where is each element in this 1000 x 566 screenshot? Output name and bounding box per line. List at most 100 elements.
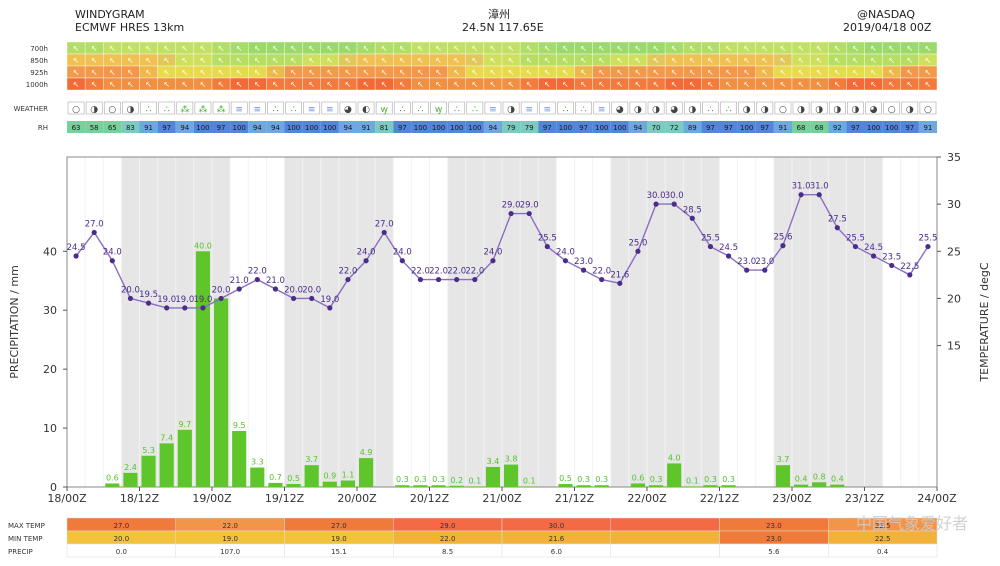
precip-bar-label: 9.5 xyxy=(233,421,246,430)
weather-cell xyxy=(629,101,647,115)
wind-barb-icon: ↖ xyxy=(562,56,569,65)
wind-level-label: 850h xyxy=(30,57,48,65)
weather-cell xyxy=(67,101,85,115)
temp-label: 25.5 xyxy=(538,234,557,244)
temp-label: 23.0 xyxy=(755,257,774,267)
rh-cell xyxy=(357,121,376,133)
rh-value: 100 xyxy=(595,124,608,132)
wind-barb-icon: ↖ xyxy=(435,44,442,53)
weather-icon: ∴ xyxy=(708,105,714,115)
weather-icon: ≡ xyxy=(525,105,533,115)
rh-value: 81 xyxy=(380,124,389,132)
weather-icon: ⁂ xyxy=(180,104,189,115)
temp-label: 21.0 xyxy=(266,276,285,286)
precip-bar-label: 0.6 xyxy=(632,473,645,482)
rh-value: 100 xyxy=(885,124,898,132)
rh-cell xyxy=(828,121,847,133)
weather-cell xyxy=(267,101,284,115)
precip-bar xyxy=(431,485,446,487)
temp-point xyxy=(852,243,859,250)
weather-cell xyxy=(575,101,592,115)
weather-icon: ◑ xyxy=(833,105,841,115)
wind-barb-icon: ↖ xyxy=(526,56,533,65)
wind-barb-icon: ↖ xyxy=(363,44,370,53)
weather-cell xyxy=(557,101,574,115)
temp-point xyxy=(109,258,115,264)
rh-value: 94 xyxy=(253,124,262,132)
weather-icon: ∴ xyxy=(273,105,279,115)
weather-cell xyxy=(720,101,737,115)
precip-bar-label: 0.1 xyxy=(686,476,699,485)
temp-label: 22.0 xyxy=(248,267,267,277)
rh-cell xyxy=(773,121,792,133)
wind-barb-icon: ↖ xyxy=(834,56,841,65)
weather-icon: ◕ xyxy=(670,105,678,115)
wind-barb-icon: ↖ xyxy=(363,56,370,65)
wind-barb-icon: ↖ xyxy=(272,44,279,53)
precip-bar xyxy=(395,485,410,487)
precip-bar xyxy=(232,431,247,487)
summary-value: 15.1 xyxy=(331,548,347,556)
wind-level-label: 700h xyxy=(30,45,48,53)
precip-tick-label: 20 xyxy=(43,363,57,376)
wind-barb-icon: ↖ xyxy=(653,56,660,65)
wind-barb-icon: ↖ xyxy=(743,68,750,77)
wind-barb-icon: ↖ xyxy=(345,44,352,53)
wind-barb-icon: ↖ xyxy=(598,80,605,89)
precip-bar xyxy=(794,484,809,487)
summary-value: 21.6 xyxy=(549,535,565,543)
weather-cell xyxy=(158,101,176,115)
wind-barb-icon: ↖ xyxy=(363,80,370,89)
precip-bar-label: 1.1 xyxy=(342,471,355,480)
wind-barb-icon: ↖ xyxy=(490,56,497,65)
temp-label: 19.0 xyxy=(320,295,339,305)
weather-icon: ≡ xyxy=(308,105,316,115)
rh-cell xyxy=(574,121,593,133)
wind-barb-icon: ↖ xyxy=(671,80,678,89)
weather-icon: ∴ xyxy=(418,105,424,115)
temp-label: 25.6 xyxy=(773,233,792,243)
weather-icon: ◑ xyxy=(507,105,515,115)
rh-cell xyxy=(483,121,502,133)
rh-value: 100 xyxy=(740,124,753,132)
wind-barb-icon: ↖ xyxy=(888,80,895,89)
temp-label: 19.0 xyxy=(157,295,176,305)
temp-label: 31.0 xyxy=(792,182,811,192)
rh-value: 91 xyxy=(778,124,787,132)
summary-value: 22.5 xyxy=(875,535,891,543)
x-tick-label: 19/12Z xyxy=(265,492,305,505)
wind-barb-icon: ↖ xyxy=(127,44,134,53)
weather-icon: ≡ xyxy=(598,105,606,115)
summary-value: 107.0 xyxy=(220,548,240,556)
rh-cell xyxy=(157,121,176,133)
weather-cell xyxy=(538,101,556,115)
wind-barb-icon: ↖ xyxy=(616,56,623,65)
precip-bar xyxy=(812,482,827,487)
rh-cell xyxy=(502,121,521,133)
wind-barb-icon: ↖ xyxy=(653,68,660,77)
rh-cell xyxy=(266,121,285,133)
temp-label: 20.0 xyxy=(302,285,321,295)
rh-value: 100 xyxy=(468,124,481,132)
x-tick-label: 21/00Z xyxy=(482,492,522,505)
temp-tick-label: 35 xyxy=(947,151,961,164)
wind-barb-icon: ↖ xyxy=(254,68,261,77)
weather-icon: ⁂ xyxy=(217,104,226,115)
weather-cell xyxy=(738,101,756,115)
weather-icon: ◕ xyxy=(616,105,624,115)
precip-bar xyxy=(123,472,138,487)
weather-icon: ꝡ xyxy=(381,105,388,115)
wind-barb-icon: ↖ xyxy=(906,56,913,65)
wind-barb-icon: ↖ xyxy=(780,68,787,77)
weather-cell xyxy=(484,101,502,115)
wind-barb-icon: ↖ xyxy=(689,68,696,77)
wind-barb-icon: ↖ xyxy=(761,80,768,89)
rh-value: 70 xyxy=(652,124,661,132)
rh-cell xyxy=(864,121,883,133)
x-tick-label: 20/12Z xyxy=(410,492,450,505)
weather-cell xyxy=(611,101,629,115)
summary-value: 27.0 xyxy=(331,522,347,530)
x-tick-label: 22/00Z xyxy=(627,492,667,505)
precip-bar xyxy=(413,485,428,487)
wind-barb-icon: ↖ xyxy=(598,56,605,65)
